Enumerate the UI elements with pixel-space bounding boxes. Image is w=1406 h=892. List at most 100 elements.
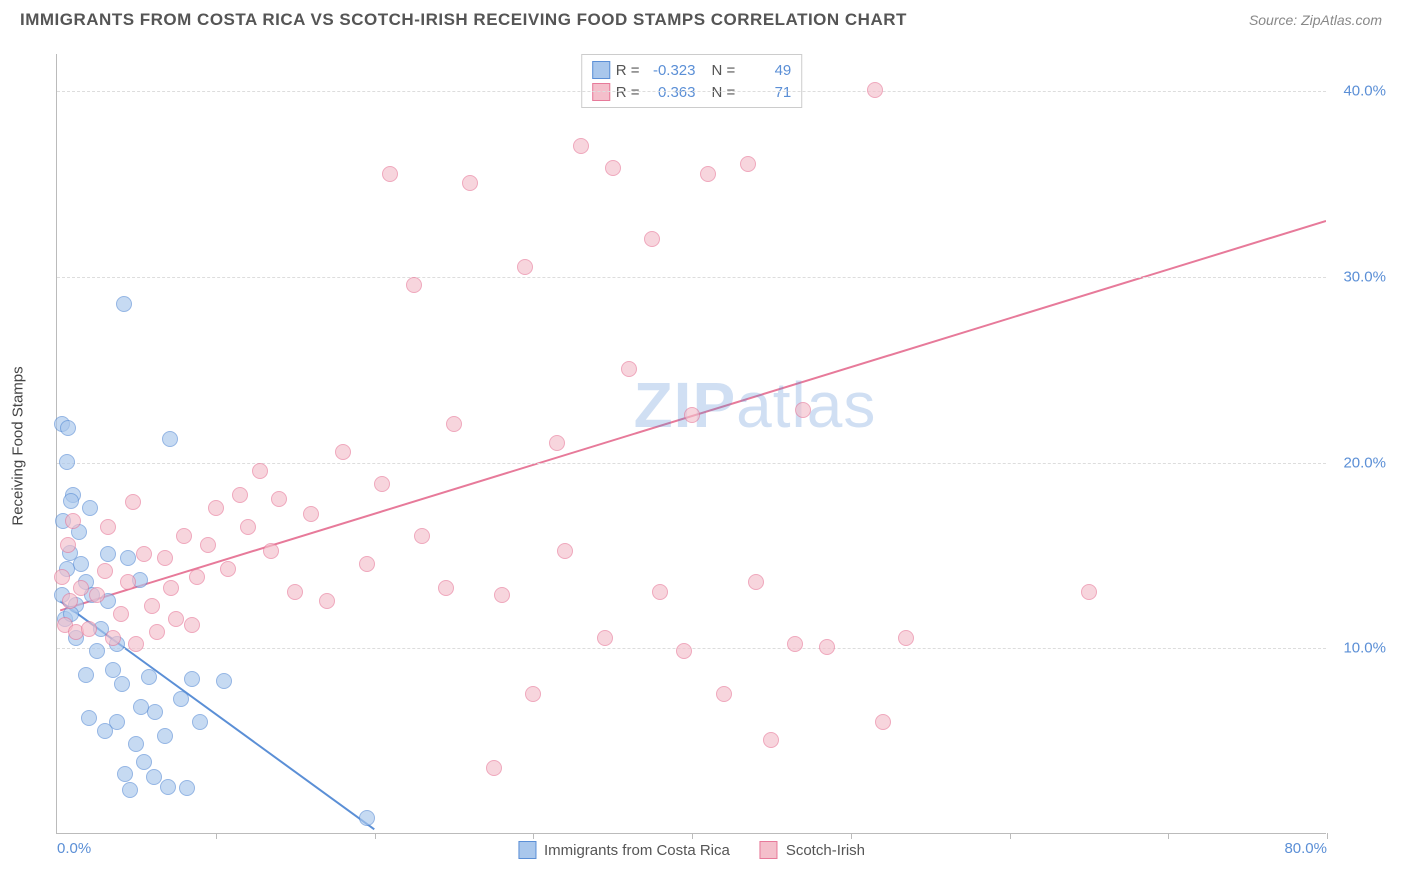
point-scotch-irish bbox=[652, 584, 668, 600]
point-scotch-irish bbox=[875, 714, 891, 730]
point-costa-rica bbox=[78, 667, 94, 683]
point-costa-rica bbox=[192, 714, 208, 730]
point-scotch-irish bbox=[787, 636, 803, 652]
x-tick-mark bbox=[533, 833, 534, 839]
point-scotch-irish bbox=[382, 166, 398, 182]
point-costa-rica bbox=[114, 676, 130, 692]
point-scotch-irish bbox=[125, 494, 141, 510]
point-costa-rica bbox=[82, 500, 98, 516]
x-tick-mark bbox=[851, 833, 852, 839]
point-scotch-irish bbox=[65, 513, 81, 529]
point-scotch-irish bbox=[97, 563, 113, 579]
point-scotch-irish bbox=[73, 580, 89, 596]
legend-n-value: 49 bbox=[741, 62, 791, 79]
point-scotch-irish bbox=[163, 580, 179, 596]
point-costa-rica bbox=[136, 754, 152, 770]
point-costa-rica bbox=[146, 769, 162, 785]
legend-series-label: Scotch-Irish bbox=[786, 842, 865, 859]
x-tick-label: 80.0% bbox=[1284, 840, 1327, 857]
point-costa-rica bbox=[59, 454, 75, 470]
point-scotch-irish bbox=[446, 416, 462, 432]
point-scotch-irish bbox=[716, 686, 732, 702]
x-tick-mark bbox=[1168, 833, 1169, 839]
point-scotch-irish bbox=[517, 259, 533, 275]
point-costa-rica bbox=[184, 671, 200, 687]
x-tick-mark bbox=[1327, 833, 1328, 839]
point-scotch-irish bbox=[240, 519, 256, 535]
point-costa-rica bbox=[216, 673, 232, 689]
legend-series: Immigrants from Costa Rica Scotch-Irish bbox=[518, 841, 865, 859]
point-costa-rica bbox=[116, 296, 132, 312]
point-scotch-irish bbox=[898, 630, 914, 646]
point-scotch-irish bbox=[406, 277, 422, 293]
legend-series-item: Scotch-Irish bbox=[760, 841, 865, 859]
x-tick-mark bbox=[1010, 833, 1011, 839]
source-label: Source: bbox=[1249, 12, 1297, 28]
point-scotch-irish bbox=[462, 175, 478, 191]
point-scotch-irish bbox=[748, 574, 764, 590]
point-scotch-irish bbox=[819, 639, 835, 655]
legend-swatch bbox=[760, 841, 778, 859]
point-scotch-irish bbox=[128, 636, 144, 652]
point-costa-rica bbox=[122, 782, 138, 798]
point-costa-rica bbox=[147, 704, 163, 720]
point-scotch-irish bbox=[271, 491, 287, 507]
y-tick-label: 40.0% bbox=[1331, 83, 1386, 100]
y-tick-label: 30.0% bbox=[1331, 268, 1386, 285]
point-scotch-irish bbox=[374, 476, 390, 492]
chart-plot-area: ZIPatlas R =-0.323N =49R =0.363N =71 Imm… bbox=[56, 54, 1326, 834]
point-scotch-irish bbox=[60, 537, 76, 553]
point-scotch-irish bbox=[168, 611, 184, 627]
point-costa-rica bbox=[160, 779, 176, 795]
point-costa-rica bbox=[133, 699, 149, 715]
legend-swatch bbox=[592, 61, 610, 79]
point-scotch-irish bbox=[136, 546, 152, 562]
point-costa-rica bbox=[89, 643, 105, 659]
y-axis-label: Receiving Food Stamps bbox=[10, 366, 27, 525]
y-tick-label: 10.0% bbox=[1331, 640, 1386, 657]
point-scotch-irish bbox=[81, 621, 97, 637]
point-scotch-irish bbox=[263, 543, 279, 559]
legend-r-label: R = bbox=[616, 62, 640, 79]
point-costa-rica bbox=[128, 736, 144, 752]
point-costa-rica bbox=[162, 431, 178, 447]
x-tick-mark bbox=[692, 833, 693, 839]
point-costa-rica bbox=[81, 710, 97, 726]
point-scotch-irish bbox=[621, 361, 637, 377]
point-scotch-irish bbox=[549, 435, 565, 451]
point-scotch-irish bbox=[494, 587, 510, 603]
legend-n-label: N = bbox=[712, 62, 736, 79]
point-costa-rica bbox=[100, 546, 116, 562]
point-scotch-irish bbox=[184, 617, 200, 633]
point-scotch-irish bbox=[303, 506, 319, 522]
point-costa-rica bbox=[73, 556, 89, 572]
chart-header: IMMIGRANTS FROM COSTA RICA VS SCOTCH-IRI… bbox=[0, 0, 1406, 38]
point-costa-rica bbox=[105, 662, 121, 678]
legend-swatch bbox=[518, 841, 536, 859]
point-scotch-irish bbox=[335, 444, 351, 460]
point-scotch-irish bbox=[486, 760, 502, 776]
legend-r-value: -0.323 bbox=[646, 62, 696, 79]
point-scotch-irish bbox=[438, 580, 454, 596]
point-costa-rica bbox=[141, 669, 157, 685]
point-scotch-irish bbox=[1081, 584, 1097, 600]
point-scotch-irish bbox=[149, 624, 165, 640]
point-scotch-irish bbox=[359, 556, 375, 572]
point-scotch-irish bbox=[113, 606, 129, 622]
point-scotch-irish bbox=[220, 561, 236, 577]
point-costa-rica bbox=[63, 493, 79, 509]
y-tick-label: 20.0% bbox=[1331, 454, 1386, 471]
point-costa-rica bbox=[157, 728, 173, 744]
point-costa-rica bbox=[173, 691, 189, 707]
point-scotch-irish bbox=[319, 593, 335, 609]
x-tick-mark bbox=[375, 833, 376, 839]
point-costa-rica bbox=[117, 766, 133, 782]
point-scotch-irish bbox=[414, 528, 430, 544]
point-costa-rica bbox=[97, 723, 113, 739]
point-costa-rica bbox=[120, 550, 136, 566]
point-scotch-irish bbox=[208, 500, 224, 516]
point-scotch-irish bbox=[62, 593, 78, 609]
legend-series-label: Immigrants from Costa Rica bbox=[544, 842, 730, 859]
point-costa-rica bbox=[179, 780, 195, 796]
point-scotch-irish bbox=[176, 528, 192, 544]
